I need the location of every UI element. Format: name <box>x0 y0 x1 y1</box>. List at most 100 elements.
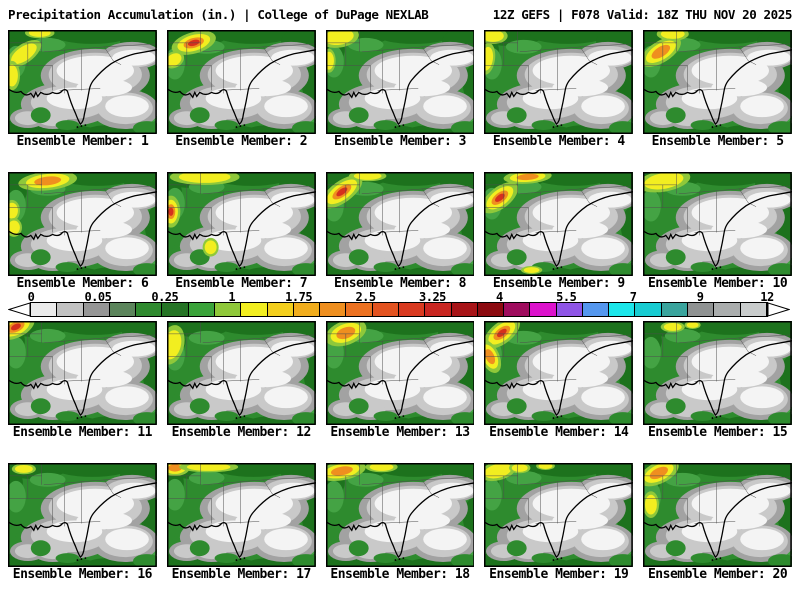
ensemble-member-label: Ensemble Member: 13 <box>330 425 470 440</box>
ensemble-member-label: Ensemble Member: 12 <box>171 425 312 440</box>
colorbar-cell <box>83 303 110 316</box>
ensemble-member-label: Ensemble Member: 6 <box>16 276 149 291</box>
colorbar-cell <box>635 303 662 316</box>
ensemble-member-label: Ensemble Member: 17 <box>171 567 312 582</box>
colorbar-tick-label: 3.25 <box>419 290 446 304</box>
ensemble-panel: Ensemble Member: 14 <box>484 321 634 441</box>
colorbar-cell <box>320 303 347 316</box>
colorbar-cell <box>241 303 268 316</box>
ensemble-panel: Ensemble Member: 7 <box>166 172 316 292</box>
ensemble-member-label: Ensemble Member: 9 <box>492 276 625 291</box>
ensemble-panel: Ensemble Member: 18 <box>325 463 475 583</box>
colorbar-cell <box>714 303 741 316</box>
ensemble-map <box>643 172 792 276</box>
ensemble-map <box>8 172 157 276</box>
ensemble-map <box>166 30 316 134</box>
colorbar-cell <box>504 303 531 316</box>
header: Precipitation Accumulation (in.) | Colle… <box>0 0 800 23</box>
ensemble-member-label: Ensemble Member: 19 <box>489 567 629 582</box>
ensemble-member-label: Ensemble Member: 7 <box>175 276 308 291</box>
ensemble-panel: Ensemble Member: 3 <box>325 30 475 150</box>
colorbar-tick-label: 5.5 <box>556 290 577 304</box>
ensemble-panel: Ensemble Member: 1 <box>8 30 157 150</box>
ensemble-panel: Ensemble Member: 5 <box>643 30 792 150</box>
ensemble-map <box>8 463 157 567</box>
ensemble-panel: Ensemble Member: 19 <box>484 463 634 583</box>
colorbar-tick-label: 4 <box>495 290 503 304</box>
model-run-info: 12Z GEFS | F078 Valid: 18Z THU NOV 20 20… <box>492 7 793 22</box>
ensemble-member-label: Ensemble Member: 4 <box>492 134 625 149</box>
ensemble-map <box>325 172 475 276</box>
colorbar-cell <box>109 303 137 316</box>
colorbar-cell <box>398 303 426 316</box>
colorbar-cell <box>530 303 557 316</box>
ensemble-member-label: Ensemble Member: 1 <box>16 134 149 149</box>
colorbar-tick-label: 9 <box>696 290 704 304</box>
ensemble-member-label: Ensemble Member: 20 <box>647 567 788 582</box>
ensemble-row-4: Ensemble Member: 16 Ensemble Member: 17 En… <box>0 463 800 583</box>
colorbar-tick-label: 1 <box>228 290 236 304</box>
colorbar-tick-label: 12 <box>760 290 774 304</box>
ensemble-map <box>325 30 475 134</box>
colorbar-cell <box>609 303 636 316</box>
ensemble-panel: Ensemble Member: 16 <box>8 463 157 583</box>
ensemble-map <box>484 463 634 567</box>
ensemble-panel: Ensemble Member: 12 <box>166 321 316 441</box>
ensemble-panel: Ensemble Member: 10 <box>643 172 792 292</box>
ensemble-panel: Ensemble Member: 9 <box>484 172 634 292</box>
ensemble-panel: Ensemble Member: 20 <box>643 463 792 583</box>
nexlab-ensemble-graphic: Precipitation Accumulation (in.) | Colle… <box>0 0 800 583</box>
colorbar-scale: 0 0.05 0.25 1 1.75 2.5 3.25 4 5.5 7 9 12 <box>28 291 774 317</box>
ensemble-row-2: Ensemble Member: 6 Ensemble Member: 7 Ense… <box>0 172 800 292</box>
colorbar-cell <box>162 303 189 316</box>
colorbar-underflow-arrow-icon <box>8 302 30 317</box>
ensemble-member-label: Ensemble Member: 5 <box>651 134 784 149</box>
ensemble-panel: Ensemble Member: 15 <box>643 321 792 441</box>
ensemble-map <box>166 321 316 425</box>
colorbar-cell <box>188 303 215 316</box>
ensemble-panel: Ensemble Member: 8 <box>325 172 475 292</box>
colorbar-cell <box>372 303 399 316</box>
colorbar-tick-label: 0.25 <box>151 290 179 304</box>
ensemble-map <box>643 30 792 134</box>
ensemble-row-3: Ensemble Member: 11 Ensemble Member: 12 En… <box>0 321 800 441</box>
ensemble-map <box>484 172 634 276</box>
colorbar-cell <box>267 303 294 316</box>
ensemble-map <box>8 321 157 425</box>
ensemble-map <box>325 321 475 425</box>
colorbar-cell <box>688 303 715 316</box>
colorbar-tick-label: 7 <box>629 290 637 304</box>
ensemble-panel: Ensemble Member: 11 <box>8 321 157 441</box>
colorbar-tick-label: 2.5 <box>355 290 376 304</box>
colorbar-cell <box>740 303 767 316</box>
colorbar-cell <box>477 303 505 316</box>
ensemble-member-label: Ensemble Member: 11 <box>12 425 153 440</box>
colorbar-cell <box>57 303 84 316</box>
ensemble-map <box>166 463 316 567</box>
ensemble-map <box>643 463 792 567</box>
colorbar-tick-label: 0 <box>27 290 35 304</box>
colorbar-tick-label: 0.05 <box>84 290 112 304</box>
ensemble-map <box>643 321 792 425</box>
colorbar-cell <box>346 303 373 316</box>
colorbar-overflow-arrow-icon <box>768 302 790 317</box>
ensemble-member-label: Ensemble Member: 16 <box>12 567 153 582</box>
ensemble-member-label: Ensemble Member: 8 <box>334 276 466 291</box>
colorbar-cell <box>425 303 452 316</box>
ensemble-member-label: Ensemble Member: 2 <box>175 134 308 149</box>
ensemble-panel: Ensemble Member: 6 <box>8 172 157 292</box>
ensemble-panel: Ensemble Member: 13 <box>325 321 475 441</box>
ensemble-map <box>325 463 475 567</box>
ensemble-member-label: Ensemble Member: 18 <box>330 567 470 582</box>
ensemble-map <box>484 30 634 134</box>
ensemble-member-label: Ensemble Member: 14 <box>489 425 629 440</box>
colorbar-legend: 0 0.05 0.25 1 1.75 2.5 3.25 4 5.5 7 9 12 <box>8 291 790 317</box>
colorbar-cell <box>451 303 478 316</box>
ensemble-member-label: Ensemble Member: 10 <box>647 276 788 291</box>
colorbar-cell <box>136 303 163 316</box>
ensemble-map <box>484 321 634 425</box>
colorbar-cell <box>661 303 689 316</box>
page-title: Precipitation Accumulation (in.) | Colle… <box>8 7 429 22</box>
colorbar-cell <box>293 303 321 316</box>
ensemble-panel: Ensemble Member: 17 <box>166 463 316 583</box>
